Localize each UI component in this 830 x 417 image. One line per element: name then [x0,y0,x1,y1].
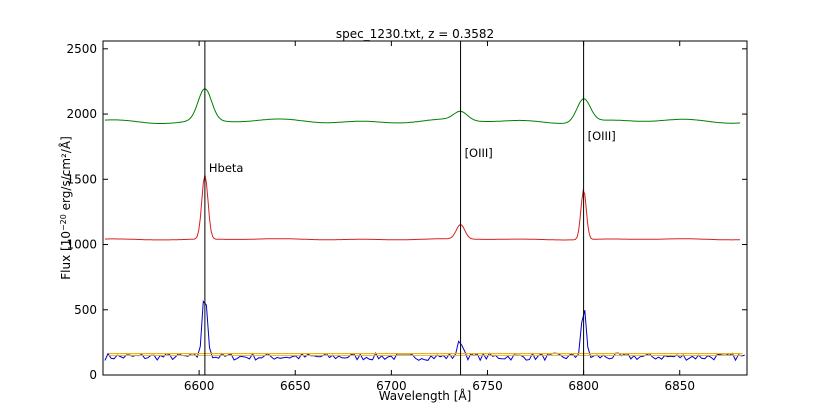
x-tick-label: 6650 [280,379,311,393]
emission-line-markers [204,41,585,375]
x-tick-label: 6600 [184,379,215,393]
x-tick-label: 6700 [376,379,407,393]
spectrum-series-0 [104,88,741,124]
y-axis-label-exponent: −20 [59,214,68,231]
y-axis-ticks: 0 500 1000 1500 2000 2500 [66,42,747,382]
y-tick-label: 1500 [66,172,97,186]
x-tick-label: 6800 [568,379,599,393]
emission-line-label: [OIII] [465,146,493,160]
y-axis-label: Flux [10−20 erg/s/cm²/Å] [58,136,73,280]
x-tick-label: 6750 [472,379,503,393]
emission-line-label: [OIII] [588,129,616,143]
spectrum-series-1 [104,175,741,241]
x-axis-label: Wavelength [Å] [379,388,472,403]
y-tick-label: 2500 [66,42,97,56]
y-tick-label: 0 [89,368,97,382]
x-axis-ticks: 6600 6650 6700 6750 6800 6850 [184,41,695,393]
y-tick-label: 500 [74,303,97,317]
y-axis-label-suffix: erg/s/cm²/Å] [58,136,73,214]
chart-title: spec_1230.txt, z = 0.3582 [336,27,494,41]
y-axis-label-prefix: Flux [10 [59,231,73,280]
plot-frame [102,40,748,376]
series-layer [104,88,745,362]
spectrum-series-2 [104,300,745,362]
y-tick-label: 2000 [66,107,97,121]
emission-line-label: Hbeta [209,161,244,175]
emission-line-labels: Hbeta [OIII] [OIII] [209,129,616,175]
x-tick-label: 6850 [664,379,695,393]
y-tick-label: 1000 [66,238,97,252]
